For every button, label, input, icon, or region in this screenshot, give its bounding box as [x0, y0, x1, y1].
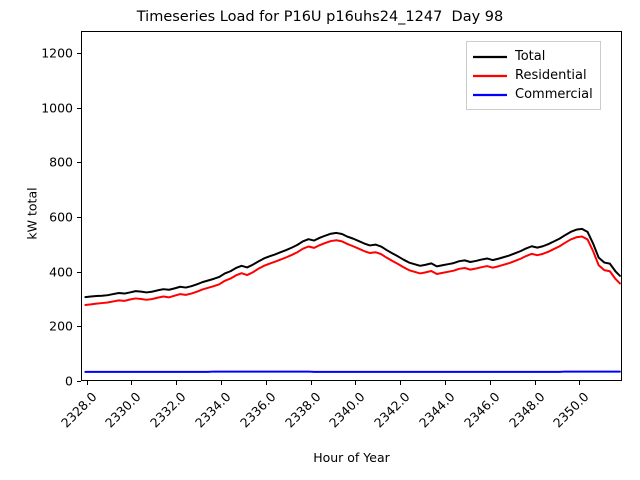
plot-lines [84, 227, 621, 373]
legend-label-commercial: Commercial [515, 87, 593, 102]
x-tick-mark [265, 381, 267, 385]
x-tick-mark [534, 381, 536, 385]
y-tick-label: 1200 [41, 45, 73, 61]
series-line-total [84, 227, 621, 299]
x-tick-mark [579, 381, 581, 385]
x-tick-label: 2328.0 [57, 389, 100, 431]
y-tick-mark [77, 107, 81, 109]
x-tick-label: 2338.0 [281, 389, 324, 431]
x-tick-label: 2350.0 [550, 389, 593, 431]
x-tick-mark [131, 381, 133, 385]
y-tick-label: 0 [65, 373, 73, 389]
x-axis-label: Hour of Year [313, 450, 390, 465]
series-line-residential [84, 235, 621, 306]
x-tick-mark [176, 381, 178, 385]
x-tick-mark [86, 381, 88, 385]
x-tick-label: 2346.0 [460, 389, 503, 431]
x-tick-mark [445, 381, 447, 385]
x-tick-label: 2336.0 [236, 389, 279, 431]
legend: Total Residential Commercial [466, 41, 601, 110]
legend-item-commercial[interactable]: Commercial [473, 85, 593, 104]
y-tick-mark [77, 326, 81, 328]
x-tick-label: 2342.0 [371, 389, 413, 431]
legend-item-residential[interactable]: Residential [473, 66, 593, 85]
x-tick-mark [400, 381, 402, 385]
x-tick-label: 2340.0 [326, 389, 369, 431]
x-tick-label: 2344.0 [416, 389, 458, 431]
y-tick-label: 1000 [41, 100, 73, 116]
legend-item-total[interactable]: Total [473, 47, 593, 66]
legend-label-total: Total [515, 49, 546, 64]
legend-swatch-residential [473, 74, 507, 77]
y-tick-label: 400 [49, 264, 73, 280]
y-tick-label: 800 [49, 154, 73, 170]
y-tick-mark [77, 162, 81, 164]
x-tick-label: 2332.0 [147, 389, 189, 431]
chart-title: Timeseries Load for P16U p16uhs24_1247 D… [136, 9, 504, 25]
legend-swatch-total [473, 55, 507, 58]
x-tick-label: 2334.0 [192, 389, 234, 431]
y-tick-label: 200 [49, 318, 73, 334]
legend-swatch-commercial [473, 93, 507, 96]
y-axis-label: kW total [24, 187, 40, 240]
x-tick-label: 2348.0 [505, 389, 548, 431]
y-tick-label: 600 [49, 209, 73, 225]
y-tick-mark [77, 216, 81, 218]
x-tick-mark [221, 381, 222, 385]
y-tick-mark [77, 52, 81, 54]
y-tick-mark [77, 271, 81, 273]
x-tick-mark [310, 381, 312, 385]
y-tick-mark [77, 381, 81, 382]
x-tick-mark [489, 381, 491, 385]
x-tick-mark [355, 381, 357, 385]
x-tick-label: 2330.0 [102, 389, 144, 431]
legend-label-residential: Residential [515, 68, 587, 83]
